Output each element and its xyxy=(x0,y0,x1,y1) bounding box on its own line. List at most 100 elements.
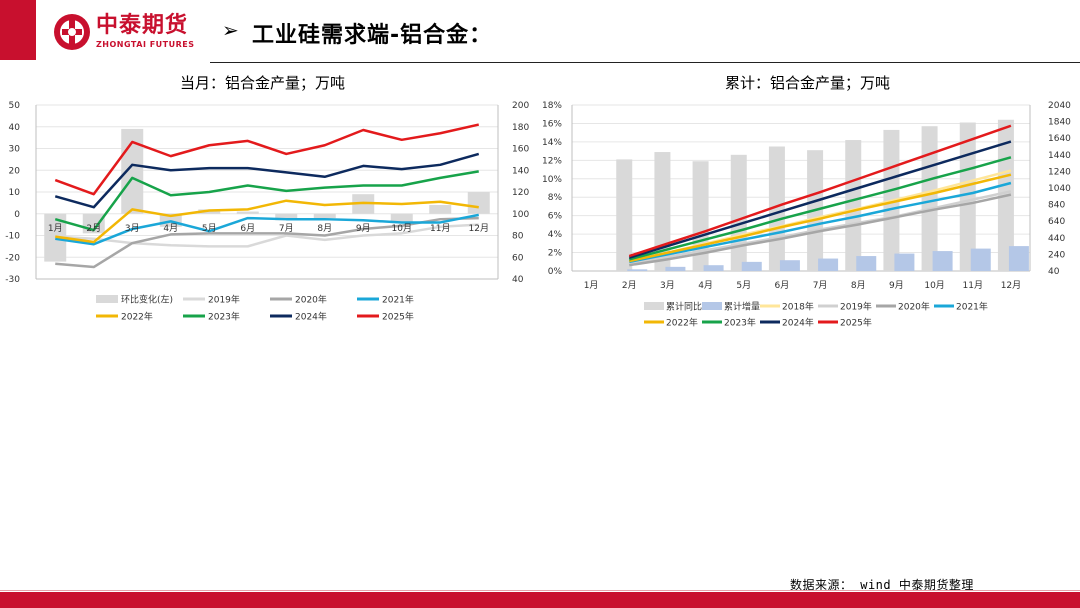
series-line-2024年 xyxy=(54,152,480,209)
series-line-2021年 xyxy=(629,181,1012,264)
x-tick-label: 5月 xyxy=(202,223,217,234)
series-line-2020年 xyxy=(55,216,479,269)
right-tick-label: 200 xyxy=(512,101,529,111)
legend-label: 2020年 xyxy=(898,301,930,313)
left-tick-label: 0 xyxy=(14,210,20,220)
chart2-title: 累计：铝合金产量；万吨 xyxy=(725,74,891,92)
cumulative-output-chart: 0% 2% 4% 6% 8% 10% 12% 14% 16% 18% 40 240 440 640 840 1… xyxy=(542,101,1071,329)
left-tick-label: 10% xyxy=(542,175,562,185)
x-tick-label: 11月 xyxy=(963,280,983,291)
cum-yoy-bar xyxy=(616,159,633,271)
logo-text-en: ZHONGTAI FUTURES xyxy=(96,40,195,49)
right-tick-label: 1240 xyxy=(1048,167,1071,177)
cum-increment-bar xyxy=(1008,246,1029,271)
left-tick-label: -20 xyxy=(5,253,20,263)
cum-yoy-bar xyxy=(654,152,671,271)
legend-label: 2023年 xyxy=(208,311,240,323)
cum-yoy-bar xyxy=(730,154,747,271)
title-arrow-icon: ➢ xyxy=(222,18,239,42)
legend-label: 2019年 xyxy=(840,301,872,313)
left-tick-label: 0% xyxy=(548,267,563,277)
cum-increment-bar xyxy=(970,248,991,271)
cum-yoy-bar xyxy=(845,140,862,271)
left-tick-label: 12% xyxy=(542,156,562,166)
mom-change-bar xyxy=(313,213,336,219)
left-tick-label: 20 xyxy=(9,166,21,176)
series-line-2019年 xyxy=(629,190,1012,265)
cum-increment-bar xyxy=(741,261,762,271)
right-tick-label: 40 xyxy=(1048,267,1060,277)
x-tick-label: 6月 xyxy=(240,223,255,234)
left-tick-label: 18% xyxy=(542,101,562,111)
legend-label: 2019年 xyxy=(208,294,240,306)
legend-label: 2025年 xyxy=(840,317,872,329)
left-tick-label: 50 xyxy=(9,101,21,111)
legend-label: 2025年 xyxy=(382,311,414,323)
cum-yoy-bar xyxy=(921,126,938,271)
cum-increment-bar xyxy=(779,260,800,271)
right-tick-label: 440 xyxy=(1048,234,1065,244)
x-tick-label: 3月 xyxy=(125,223,140,234)
right-tick-label: 100 xyxy=(512,210,529,220)
logo-text-cn: 中泰期货 xyxy=(96,13,189,38)
left-tick-label: 14% xyxy=(542,138,562,148)
right-tick-label: 120 xyxy=(512,188,529,198)
cum-increment-bar xyxy=(894,253,915,271)
series-line-2024年 xyxy=(628,140,1012,259)
series-line-2025年 xyxy=(54,123,480,196)
right-tick-label: 640 xyxy=(1048,217,1065,227)
left-tick-label: 4% xyxy=(548,230,563,240)
left-tick-label: 2% xyxy=(548,249,563,259)
x-tick-label: 12月 xyxy=(469,223,489,234)
cum-increment-bar xyxy=(932,251,953,271)
legend-swatch xyxy=(644,302,664,310)
right-tick-label: 840 xyxy=(1048,201,1065,211)
cum-increment-bar xyxy=(703,265,724,271)
left-tick-label: 40 xyxy=(9,123,21,133)
cum-increment-bar xyxy=(856,256,877,271)
legend-label: 环比变化(左) xyxy=(121,294,173,306)
legend-label: 2021年 xyxy=(382,294,414,306)
series-line-2021年 xyxy=(55,213,479,246)
header-divider xyxy=(210,62,1080,63)
legend-swatch xyxy=(702,302,722,310)
x-tick-label: 9月 xyxy=(356,223,371,234)
footer-accent-bar xyxy=(0,592,1080,608)
right-tick-label: 1640 xyxy=(1048,134,1071,144)
page-title: 工业硅需求端-铝合金： xyxy=(252,23,493,48)
right-tick-label: 60 xyxy=(512,253,524,263)
x-tick-label: 3月 xyxy=(660,280,675,291)
x-tick-label: 11月 xyxy=(430,223,450,234)
series-line-2023年 xyxy=(54,170,479,232)
x-tick-label: 7月 xyxy=(279,223,294,234)
logo-mark-icon xyxy=(54,14,90,50)
right-tick-label: 160 xyxy=(512,145,529,155)
left-tick-label: -10 xyxy=(5,232,20,242)
x-tick-label: 10月 xyxy=(924,280,944,291)
cum-yoy-bar xyxy=(959,122,976,272)
right-tick-label: 180 xyxy=(512,123,529,133)
mom-change-bar xyxy=(429,205,452,214)
right-tick-label: 140 xyxy=(512,166,529,176)
series-line-2023年 xyxy=(628,156,1012,261)
legend-label: 2018年 xyxy=(782,301,814,313)
cum-increment-bar xyxy=(818,258,839,271)
right-tick-label: 2040 xyxy=(1048,101,1071,111)
legend-label: 累计增量 xyxy=(724,301,760,313)
series-line-2019年 xyxy=(55,223,479,248)
series-line-2022年 xyxy=(628,173,1012,263)
mom-change-bar xyxy=(236,211,259,214)
x-tick-label: 5月 xyxy=(736,280,751,291)
series-line-2025年 xyxy=(628,124,1012,258)
chart1-title: 当月：铝合金产量；万吨 xyxy=(180,74,346,92)
mom-change-bar xyxy=(275,213,298,221)
x-tick-label: 6月 xyxy=(775,280,790,291)
left-tick-label: 8% xyxy=(548,193,563,203)
legend-label: 2024年 xyxy=(782,317,814,329)
legend-label: 2020年 xyxy=(295,294,327,306)
left-tick-label: 30 xyxy=(9,145,21,155)
x-tick-label: 2月 xyxy=(86,223,101,234)
right-tick-label: 1840 xyxy=(1048,118,1071,128)
legend-label: 2022年 xyxy=(666,317,698,329)
brand-logo: 中泰期货 ZHONGTAI FUTURES xyxy=(52,12,232,56)
